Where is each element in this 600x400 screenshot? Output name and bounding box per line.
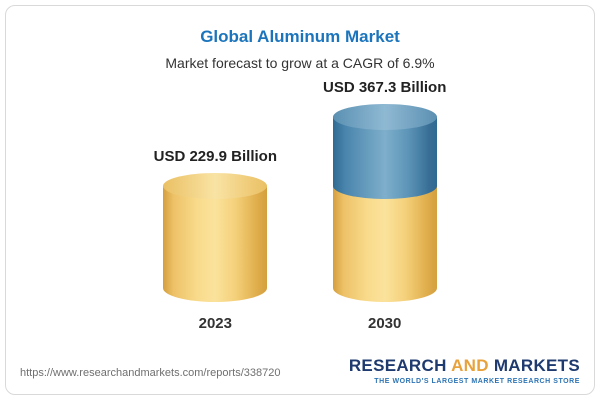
category-label-2023: 2023: [198, 315, 232, 332]
cylinder-2030: [332, 104, 437, 302]
logo-tagline: THE WORLD'S LARGEST MARKET RESEARCH STOR…: [374, 378, 580, 385]
bar-group-2030: USD 367.3 Billion 2030: [323, 79, 446, 332]
value-label-2030: USD 367.3 Billion: [323, 79, 447, 96]
cylinder-top-2023: [163, 173, 268, 199]
bar-2023: [163, 173, 268, 302]
logo-text: RESEARCH AND MARKETS: [349, 356, 580, 376]
report-url: https://www.researchandmarkets.com/repor…: [20, 367, 281, 379]
bar-2030-growth-segment: [332, 104, 437, 199]
logo-text-and: AND: [451, 356, 489, 375]
cylinder-top-2030: [332, 104, 437, 130]
bar-2030-base-segment: [332, 186, 437, 302]
chart-title: Global Aluminum Market: [200, 27, 400, 46]
research-and-markets-logo: RESEARCH AND MARKETS THE WORLD'S LARGEST…: [349, 356, 580, 385]
chart-card: Global Aluminum Market Market forecast t…: [5, 5, 595, 395]
logo-text-research: RESEARCH: [348, 356, 447, 375]
bar-group-2023: USD 229.9 Billion 2023: [154, 148, 277, 332]
value-label-2023: USD 229.9 Billion: [153, 148, 277, 165]
bar-group: USD 229.9 Billion 2023 USD 367.3 Billion…: [6, 79, 594, 332]
segment-junction-2030: [332, 173, 437, 199]
category-label-2030: 2030: [368, 315, 402, 332]
logo-text-markets: MARKETS: [493, 356, 580, 375]
chart-subtitle: Market forecast to grow at a CAGR of 6.9…: [165, 55, 435, 71]
cylinder-2023: [163, 173, 268, 302]
